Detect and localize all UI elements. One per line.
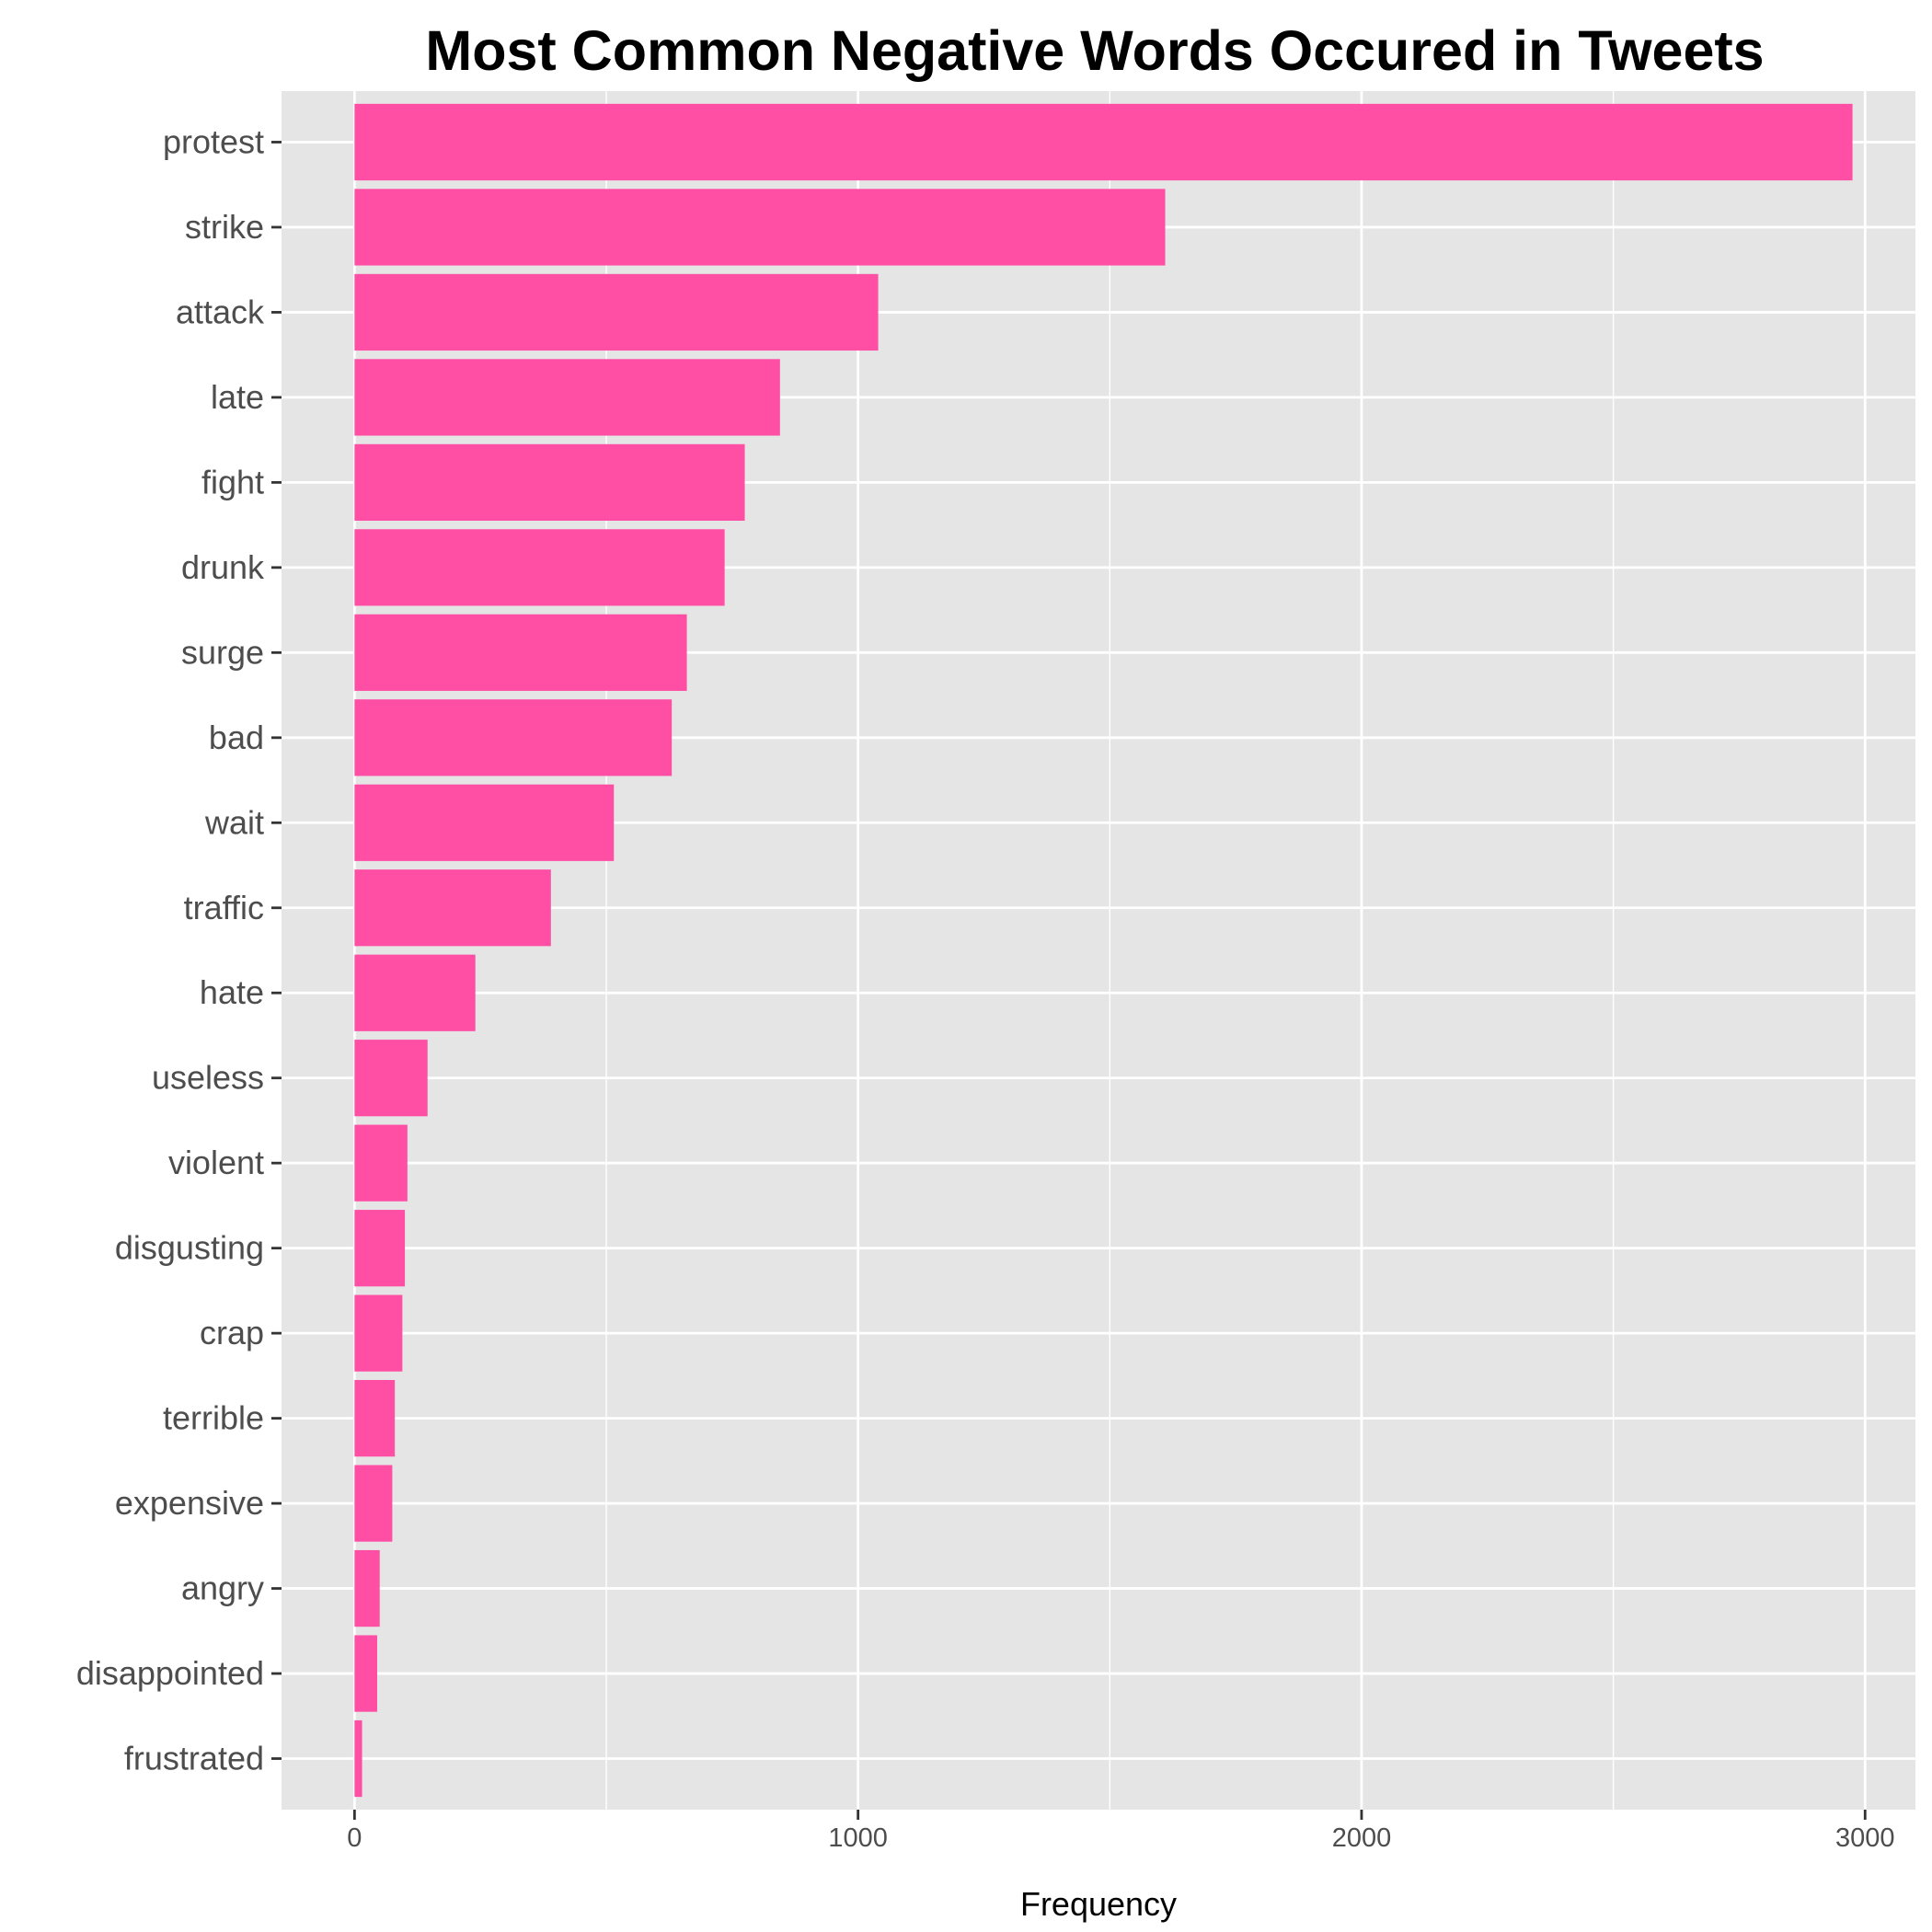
x-axis-title: Frequency xyxy=(1020,1885,1177,1923)
bar-strike xyxy=(354,189,1166,266)
y-tick-label-hate: hate xyxy=(200,973,264,1011)
y-tick-label-surge: surge xyxy=(181,633,264,671)
bar-disappointed xyxy=(354,1635,377,1712)
bar-violent xyxy=(354,1124,408,1202)
bar-angry xyxy=(354,1549,380,1627)
y-tick-label-bad: bad xyxy=(209,719,264,756)
y-tick-label-late: late xyxy=(211,378,264,416)
bar-surge xyxy=(354,614,687,691)
chart-title: Most Common Negative Words Occured in Tw… xyxy=(425,19,1764,82)
bar-hate xyxy=(354,954,476,1031)
y-tick-label-angry: angry xyxy=(181,1570,264,1607)
bar-crap xyxy=(354,1294,403,1372)
y-tick-label-wait: wait xyxy=(204,803,264,841)
y-tick-label-protest: protest xyxy=(163,122,264,160)
bar-wait xyxy=(354,784,615,861)
y-axis-tick-labels: protest strike attack late fight drunk surge ba… xyxy=(76,122,265,1777)
bar-disgusting xyxy=(354,1210,406,1287)
y-axis-ticks xyxy=(271,141,282,1760)
bar-protest xyxy=(354,103,1853,181)
y-tick-label-traffic: traffic xyxy=(184,889,264,926)
y-tick-label-disgusting: disgusting xyxy=(115,1229,264,1267)
bar-useless xyxy=(354,1040,428,1117)
bar-drunk xyxy=(354,529,725,606)
x-tick-label: 0 xyxy=(347,1823,362,1853)
y-tick-label-expensive: expensive xyxy=(115,1484,264,1522)
y-tick-label-strike: strike xyxy=(185,208,264,246)
y-tick-label-fight: fight xyxy=(201,463,264,500)
bar-expensive xyxy=(354,1465,393,1542)
x-axis-ticks xyxy=(352,1810,1867,1820)
y-tick-label-useless: useless xyxy=(152,1059,264,1097)
x-tick-label: 2000 xyxy=(1332,1823,1392,1853)
bar-fight xyxy=(354,443,745,521)
x-axis-tick-labels: 0 1000 2000 3000 xyxy=(347,1823,1894,1853)
y-tick-label-attack: attack xyxy=(176,293,265,330)
bar-late xyxy=(354,359,780,436)
bar-terrible xyxy=(354,1380,396,1457)
bar-traffic xyxy=(354,869,551,947)
y-tick-label-terrible: terrible xyxy=(163,1399,264,1437)
x-tick-label: 3000 xyxy=(1835,1823,1895,1853)
bar-frustrated xyxy=(354,1719,362,1798)
x-tick-label: 1000 xyxy=(828,1823,888,1853)
y-tick-label-violent: violent xyxy=(168,1144,264,1181)
y-tick-label-frustrated: frustrated xyxy=(124,1740,264,1777)
y-tick-label-crap: crap xyxy=(200,1314,264,1351)
bar-bad xyxy=(354,699,673,776)
bars xyxy=(354,103,1853,1798)
y-tick-label-disappointed: disappointed xyxy=(76,1654,264,1692)
bar-attack xyxy=(354,273,879,351)
y-tick-label-drunk: drunk xyxy=(181,548,265,586)
